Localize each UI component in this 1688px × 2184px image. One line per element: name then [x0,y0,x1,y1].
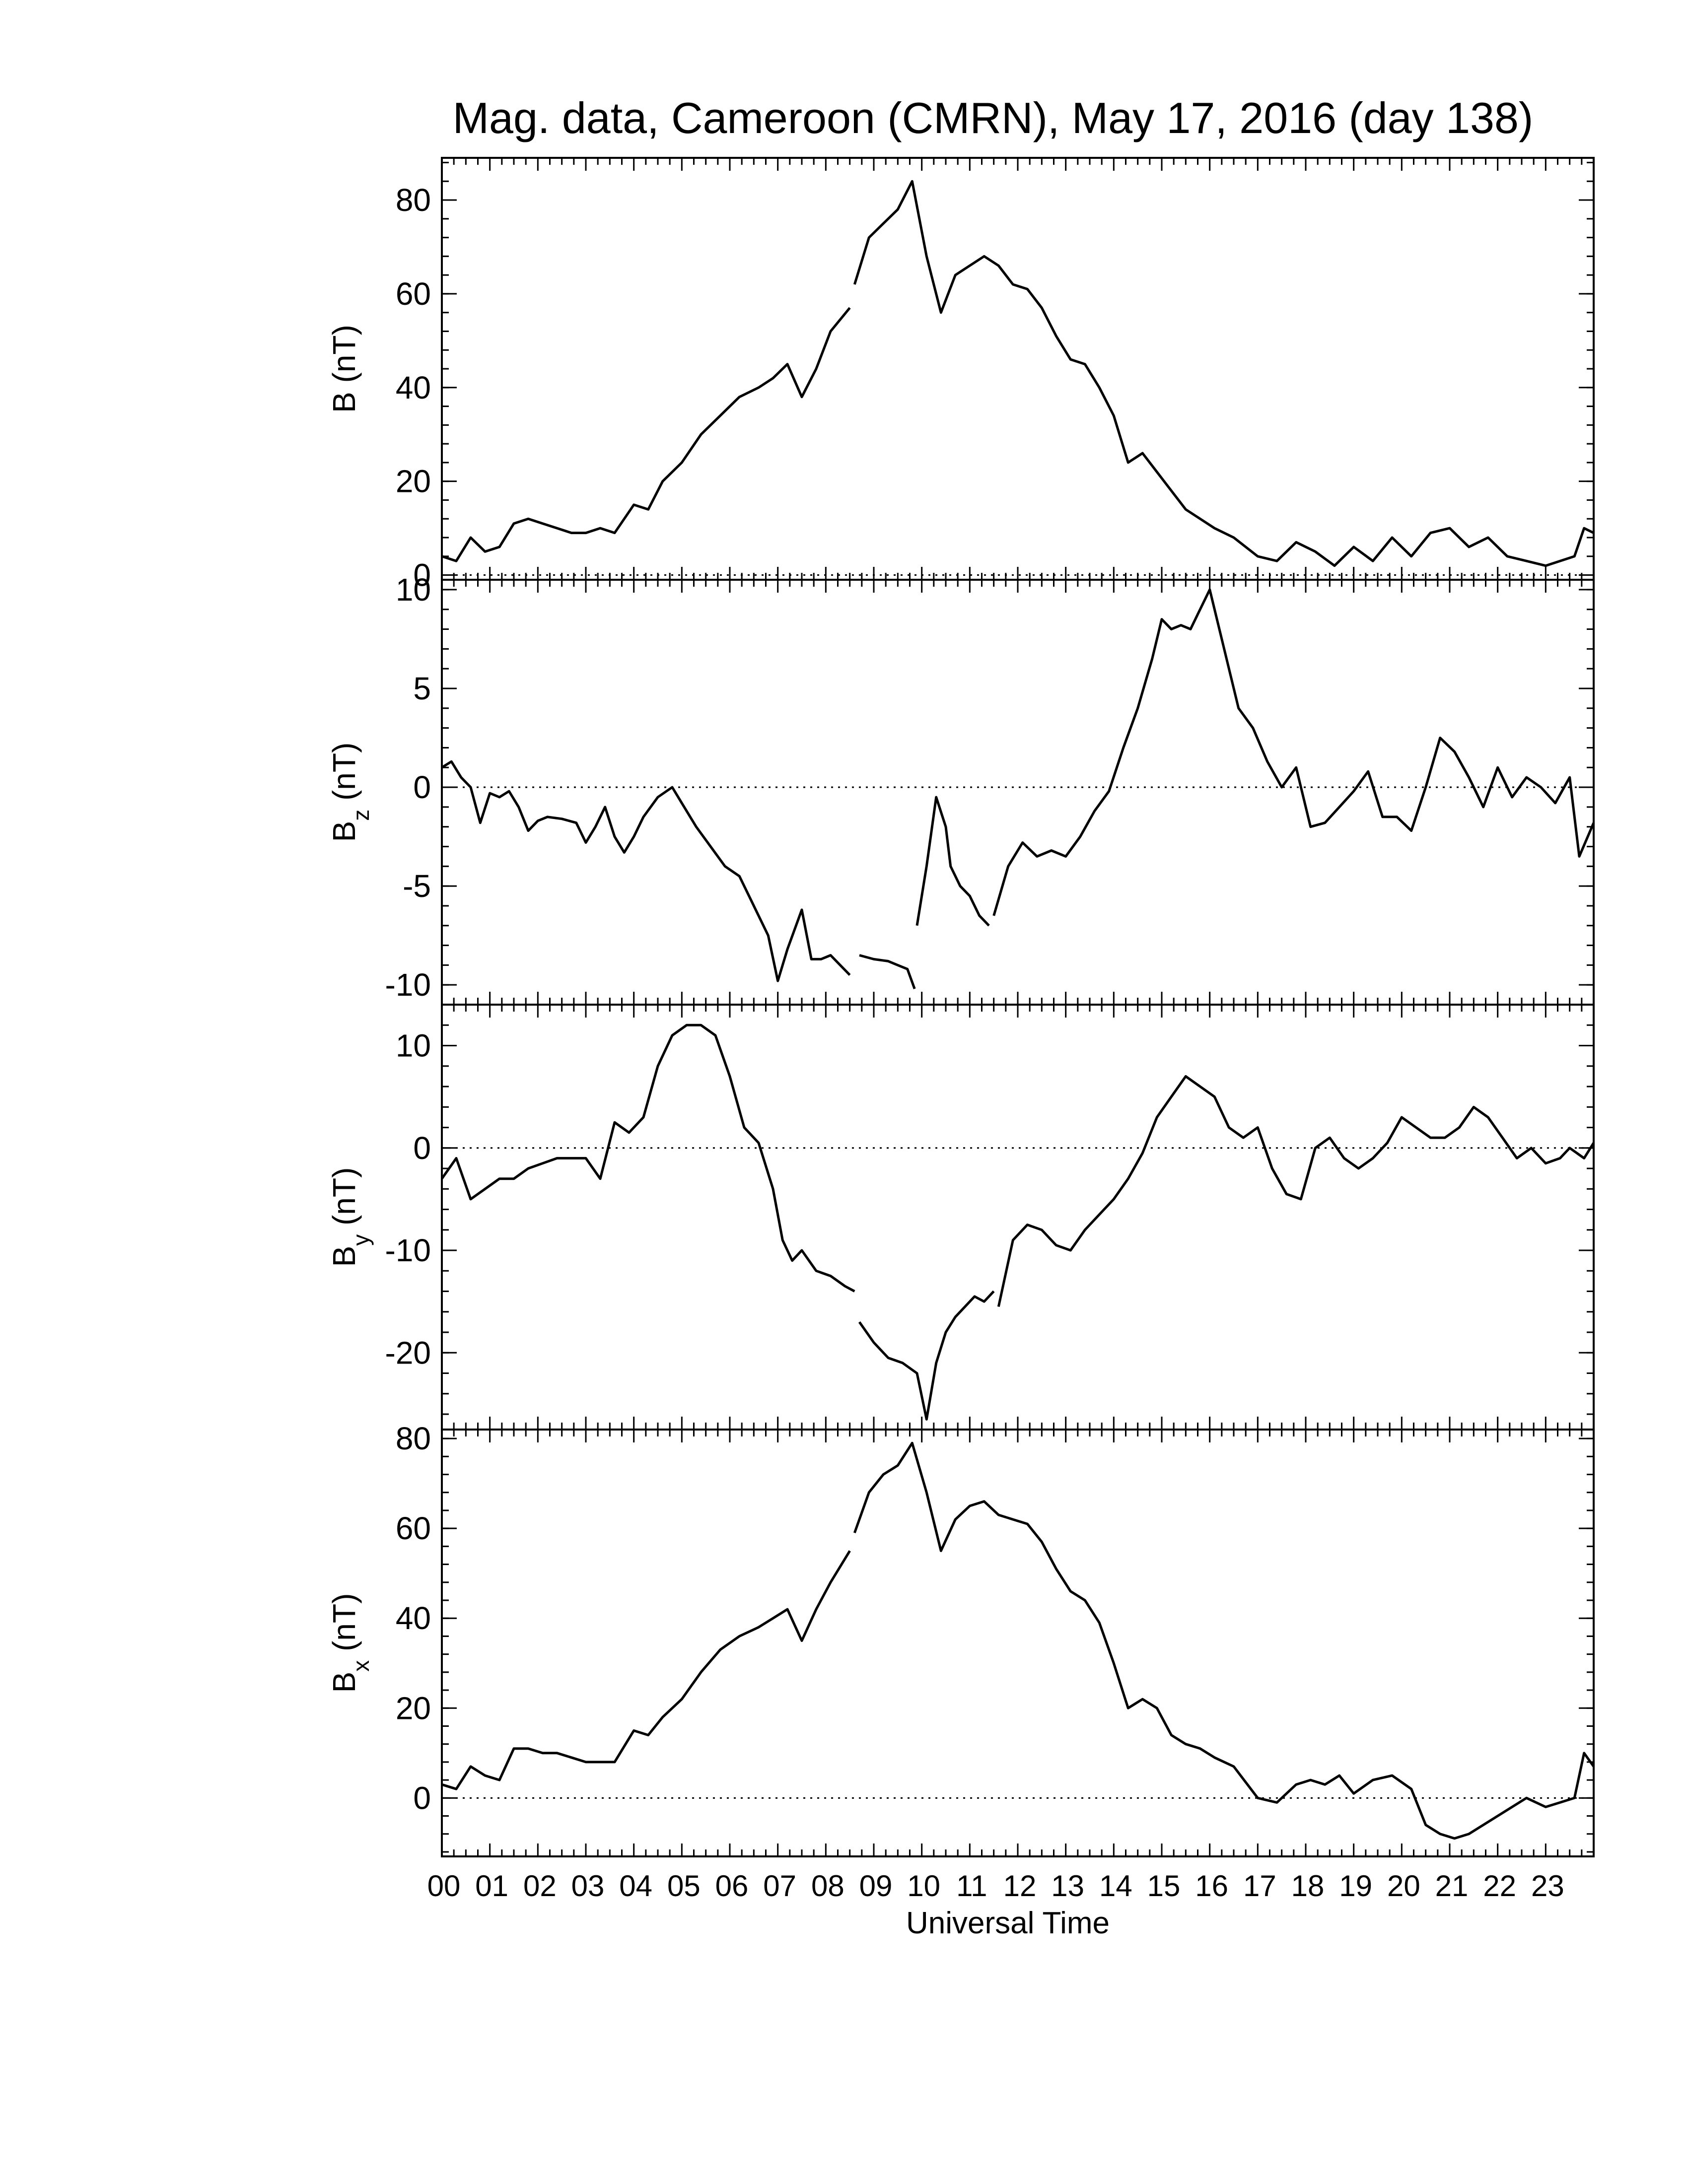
y-axis-label: Bx (nT) [326,1593,374,1693]
x-tick-label: 17 [1243,1869,1276,1903]
y-tick-label: 60 [396,276,431,312]
x-tick-label: 04 [619,1869,652,1903]
y-axis-label: By (nT) [326,1167,374,1267]
x-tick-label: 20 [1387,1869,1420,1903]
y-axis-label: Bz (nT) [326,743,374,842]
panel-bx: 0 20 40 60 80 Bx (nT) 00 01 02 03 04 05 06 07 08 09 10 11… [326,1421,1595,1903]
figure-title: Mag. data, Cameroon (CMRN), May 17, 2016… [453,93,1534,142]
panel-by: -20 -10 0 10 By (nT) [326,1004,1595,1431]
data-series-line [853,180,1595,567]
x-tick-label: 01 [475,1869,508,1903]
x-axis-label: Universal Time [906,1906,1110,1940]
data-series-line [915,796,990,927]
data-series-line [441,760,851,982]
y-tick-label: 10 [396,1028,431,1064]
data-series-line [858,1290,995,1421]
data-series-line [859,954,916,989]
y-tick-label: 80 [396,182,431,218]
y-tick-label: 10 [396,572,431,608]
y-tick-label: -5 [403,868,431,904]
x-tick-label: 15 [1147,1869,1181,1903]
plot-frame [441,579,1595,1006]
x-tick-label: 06 [715,1869,749,1903]
x-tick-label: 18 [1291,1869,1325,1903]
x-tick-label: 16 [1195,1869,1228,1903]
y-tick-label: 0 [413,1130,431,1166]
x-tick-label: 00 [427,1869,461,1903]
data-series-line [853,1441,1595,1840]
y-tick-label: -10 [385,1232,431,1268]
x-tick-label: 11 [956,1869,987,1903]
panel-b-total: 0 20 40 60 80 B (nT) [326,157,1595,593]
y-tick-label: -20 [385,1335,431,1370]
x-tick-label: 03 [571,1869,605,1903]
x-tick-label: 09 [859,1869,893,1903]
y-tick-label: 0 [413,769,431,805]
data-series-line [441,1550,851,1790]
plot-frame [441,157,1595,581]
x-tick-label: 21 [1435,1869,1469,1903]
x-tick-label: 02 [523,1869,557,1903]
y-tick-label: 40 [396,370,431,406]
x-tick-label: 19 [1339,1869,1372,1903]
y-tick-label: -10 [385,967,431,1003]
plot-frame [441,1429,1595,1857]
y-tick-label: 20 [396,464,431,499]
data-series-line [992,588,1595,916]
data-series-line [997,1075,1595,1307]
x-tick-label: 07 [763,1869,796,1903]
data-series-line [440,1024,855,1293]
y-axis-label: B (nT) [326,325,362,413]
y-tick-label: 5 [413,671,431,706]
x-tick-label: 22 [1483,1869,1516,1903]
x-tick-label: 23 [1531,1869,1564,1903]
y-tick-label: 80 [396,1421,431,1456]
x-tick-label: 13 [1051,1869,1084,1903]
plot-frame [441,1004,1595,1431]
data-series-line [441,307,851,562]
y-tick-label: 0 [413,1780,431,1816]
x-tick-label: 05 [667,1869,701,1903]
x-tick-label: 14 [1099,1869,1132,1903]
y-tick-label: 60 [396,1510,431,1546]
y-tick-label: 40 [396,1600,431,1636]
x-tick-label: 12 [1003,1869,1037,1903]
x-tick-label: 08 [811,1869,844,1903]
x-tick-label: 10 [907,1869,940,1903]
panel-bz: -10 -5 0 5 10 Bz (nT) [326,572,1595,1006]
y-tick-label: 0 [413,557,431,593]
y-tick-label: 20 [396,1690,431,1726]
